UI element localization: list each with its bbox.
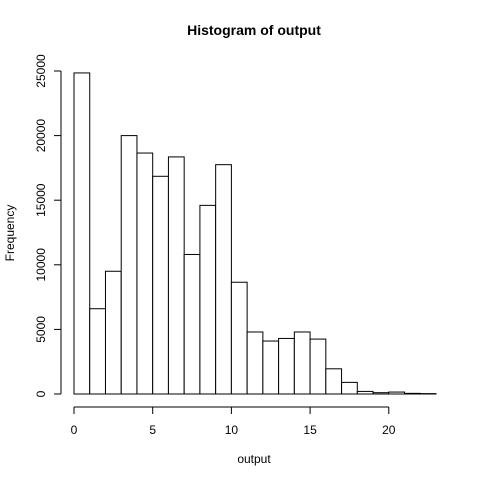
histogram-bar (356, 390, 374, 395)
histogram-bar (388, 391, 406, 395)
histogram-bar (136, 152, 154, 395)
histogram-bar (230, 281, 248, 395)
histogram-bar (404, 392, 421, 395)
y-tick-label: 5000 (34, 316, 48, 343)
histogram-bar (246, 331, 264, 395)
histogram-bar (183, 253, 201, 395)
bars-group (73, 72, 437, 395)
histogram-bar (104, 270, 122, 395)
y-tick-label: 20000 (34, 119, 48, 153)
y-axis-label: Frequency (3, 205, 17, 262)
histogram-bar (167, 156, 185, 395)
histogram-bar (199, 204, 217, 395)
histogram-bar (73, 72, 91, 395)
y-axis: 0 5000 10000 15000 20000 25000 (34, 54, 62, 397)
histogram-bar (309, 338, 327, 395)
x-tick-label: 10 (225, 423, 239, 437)
chart-title: Histogram of output (187, 22, 321, 38)
histogram-bar (262, 340, 280, 395)
histogram-bar (152, 175, 169, 395)
x-tick-label: 20 (382, 423, 396, 437)
y-tick-label: 15000 (34, 183, 48, 217)
x-tick-label: 5 (149, 423, 156, 437)
histogram-bar (278, 337, 295, 395)
y-tick-label: 0 (34, 390, 48, 397)
y-tick-label: 25000 (34, 54, 48, 88)
x-axis-label: output (237, 452, 271, 466)
histogram-bar (325, 368, 343, 395)
histogram-bar (120, 135, 138, 395)
histogram-bar (341, 381, 358, 395)
histogram-bar (293, 331, 311, 395)
x-tick-label: 15 (303, 423, 317, 437)
y-tick-label: 10000 (34, 248, 48, 282)
x-axis: 0 5 10 15 20 (71, 406, 396, 437)
histogram-bar (215, 164, 232, 395)
x-tick-label: 0 (71, 423, 78, 437)
histogram-bar (89, 308, 106, 395)
histogram-bar (372, 392, 390, 395)
